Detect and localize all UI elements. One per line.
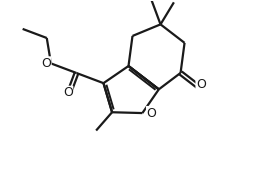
Text: O: O	[63, 86, 73, 99]
Text: O: O	[146, 107, 157, 120]
Text: O: O	[196, 78, 206, 91]
Text: O: O	[41, 57, 51, 70]
